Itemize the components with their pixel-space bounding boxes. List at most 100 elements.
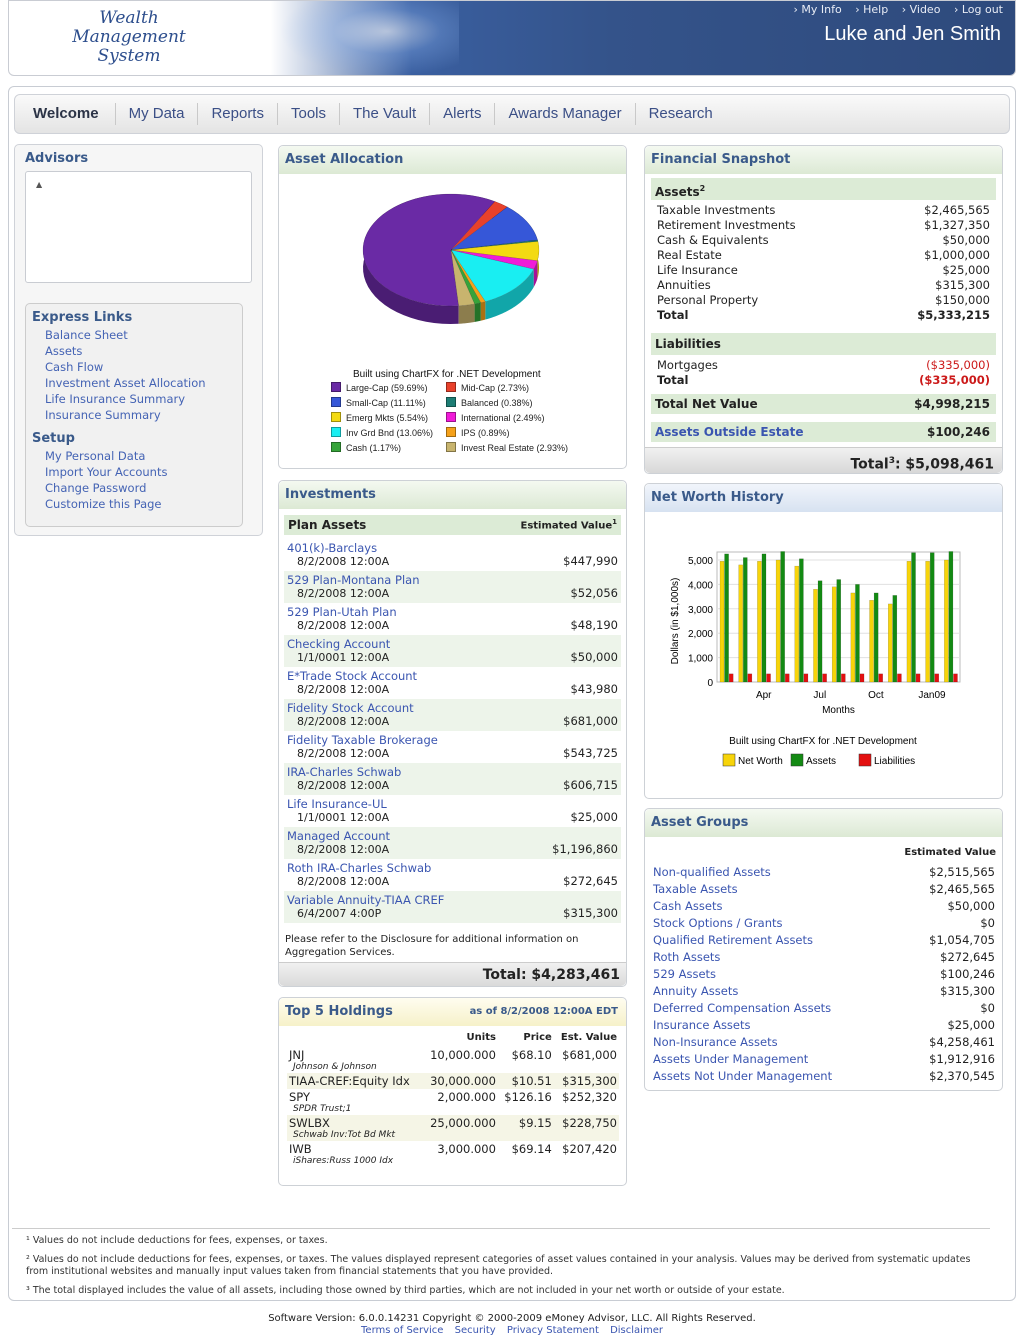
asset-group-link[interactable]: Roth Assets	[653, 950, 721, 964]
bar-net-worth	[794, 565, 800, 683]
express-link[interactable]: Balance Sheet	[45, 328, 128, 342]
asset-group-link[interactable]: Assets Under Management	[653, 1052, 809, 1066]
asset-group-link[interactable]: Cash Assets	[653, 899, 723, 913]
investment-name-link[interactable]: 529 Plan-Montana Plan	[287, 573, 420, 587]
asset-group-link[interactable]: Assets Not Under Management	[653, 1069, 833, 1083]
top-holdings-panel: Top 5 Holdings as of 8/2/2008 12:00A EDT…	[278, 997, 627, 1186]
bar-liabilities	[953, 673, 958, 683]
net-worth-history-title: Net Worth History	[645, 484, 1002, 512]
express-link[interactable]: Life Insurance Summary	[45, 392, 186, 406]
holding-row: SPY SPDR Trust;1 2,000.000 $126.16 $252,320	[287, 1089, 619, 1115]
asset-group-row: Deferred Compensation Assets $0	[653, 1000, 995, 1017]
setup-link[interactable]: Change Password	[45, 481, 147, 495]
tab-reports[interactable]: Reports	[198, 103, 278, 125]
investment-name-link[interactable]: Checking Account	[287, 637, 391, 651]
pie-slice-side	[474, 302, 481, 322]
y-tick-label: 2,000	[688, 629, 713, 640]
my-info-link[interactable]: › My Info	[793, 3, 842, 16]
security-link[interactable]: Security	[454, 1325, 496, 1336]
pie-slice	[450, 201, 508, 251]
snapshot-asset-value: $315,300	[935, 278, 990, 292]
investment-name-link[interactable]: IRA-Charles Schwab	[287, 765, 402, 779]
express-link[interactable]: Assets	[45, 344, 83, 358]
tab-tools[interactable]: Tools	[278, 103, 341, 125]
bar-net-worth	[869, 600, 874, 683]
disclaimer-link[interactable]: Disclaimer	[610, 1325, 663, 1336]
setup-link[interactable]: Customize this Page	[45, 497, 162, 511]
investment-name-link[interactable]: 401(k)-Barclays	[287, 541, 378, 555]
legend-label: Net Worth	[738, 756, 783, 767]
asset-group-link[interactable]: Stock Options / Grants	[653, 916, 783, 930]
scroll-up-icon[interactable]: ▲	[36, 180, 43, 189]
holding-value: $207,420	[562, 1142, 617, 1156]
asset-group-link[interactable]: Qualified Retirement Assets	[653, 933, 814, 947]
asset-group-link[interactable]: Non-qualified Assets	[653, 865, 771, 879]
tab-awards-manager[interactable]: Awards Manager	[495, 103, 636, 125]
snapshot-asset-row: Annuities $315,300	[657, 278, 990, 293]
investment-name-link[interactable]: Managed Account	[287, 829, 391, 843]
setup-link[interactable]: Import Your Accounts	[45, 465, 168, 479]
help-link[interactable]: › Help	[855, 3, 889, 16]
legend-item: Invest Real Estate (2.93%)	[446, 442, 568, 456]
holding-ticker: SPY	[289, 1090, 311, 1104]
logo-line-3: System	[97, 46, 161, 66]
asset-group-row: Non-qualified Assets $2,515,565	[653, 864, 995, 881]
asset-group-link[interactable]: Insurance Assets	[653, 1018, 751, 1032]
express-link[interactable]: Investment Asset Allocation	[45, 376, 206, 390]
snapshot-asset-value: $1,327,350	[924, 218, 990, 232]
holding-price: $10.51	[497, 1073, 554, 1089]
bar-assets	[799, 558, 804, 683]
tab-my-data[interactable]: My Data	[116, 103, 199, 125]
asset-group-link[interactable]: Taxable Assets	[653, 882, 738, 896]
bar-liabilities	[728, 673, 734, 683]
investment-name-link[interactable]: Life Insurance-UL	[287, 797, 387, 811]
setup-link[interactable]: My Personal Data	[45, 449, 146, 463]
snapshot-asset-value: $50,000	[942, 233, 990, 247]
tab-the-vault[interactable]: The Vault	[340, 103, 431, 125]
investment-name-link[interactable]: Roth IRA-Charles Schwab	[287, 861, 432, 875]
holding-price: $126.16	[504, 1090, 552, 1104]
holding-description: SPDR Trust;1	[293, 1104, 352, 1114]
investment-date: 8/2/2008 12:00A	[297, 683, 390, 696]
tab-welcome[interactable]: Welcome	[21, 103, 116, 125]
investment-name-link[interactable]: Variable Annuity-TIAA CREF	[287, 893, 445, 907]
snapshot-asset-row: Personal Property $150,000	[657, 293, 990, 308]
asset-group-value: $0	[980, 916, 995, 930]
assets-outside-estate-link[interactable]: Assets Outside Estate	[655, 425, 804, 439]
bar-assets	[761, 553, 767, 683]
investment-name-link[interactable]: E*Trade Stock Account	[287, 669, 418, 683]
asset-group-link[interactable]: Deferred Compensation Assets	[653, 1001, 832, 1015]
investment-name-link[interactable]: 529 Plan-Utah Plan	[287, 605, 397, 619]
express-link[interactable]: Cash Flow	[45, 360, 104, 374]
legend-swatch	[446, 382, 456, 392]
snapshot-asset-value: $2,465,565	[924, 203, 990, 217]
legend-swatch	[331, 382, 341, 392]
express-link[interactable]: Insurance Summary	[45, 408, 161, 422]
net-worth-history-panel: Net Worth History 0 1,000 2,000 3,000 4,000 5…	[644, 483, 1003, 799]
footer-links: Terms of Service Security Privacy Statem…	[0, 1325, 1024, 1337]
investment-name-link[interactable]: Fidelity Stock Account	[287, 701, 414, 715]
bar-assets	[836, 579, 841, 683]
asset-group-link[interactable]: Non-Insurance Assets	[653, 1035, 778, 1049]
privacy-link[interactable]: Privacy Statement	[506, 1325, 599, 1336]
legend-swatch	[446, 427, 456, 437]
asset-group-row: Cash Assets $50,000	[653, 898, 995, 915]
tab-research[interactable]: Research	[648, 105, 713, 122]
user-name: Luke and Jen Smith	[824, 23, 1001, 45]
asset-group-link[interactable]: Annuity Assets	[653, 984, 739, 998]
as-of-date: as of 8/2/2008 12:00A EDT	[469, 1006, 618, 1017]
legend-swatch	[331, 442, 341, 452]
asset-group-value: $25,000	[947, 1018, 995, 1032]
holding-row: SWLBX Schwab Inv:Tot Bd Mkt 25,000.000 $9.1…	[287, 1115, 619, 1141]
investments-header: Plan Assets Estimated Value1	[284, 515, 621, 535]
estimated-value-header: Estimated Value1	[520, 518, 617, 532]
terms-link[interactable]: Terms of Service	[361, 1325, 444, 1336]
y-tick-label: 4,000	[688, 580, 713, 591]
asset-group-link[interactable]: 529 Assets	[653, 967, 717, 981]
tab-alerts[interactable]: Alerts	[430, 103, 496, 125]
logout-link[interactable]: › Log out	[953, 3, 1003, 16]
logo[interactable]: Wealth Management System	[59, 9, 199, 66]
video-link[interactable]: › Video	[901, 3, 941, 16]
investment-name-link[interactable]: Fidelity Taxable Brokerage	[287, 733, 438, 747]
legend-item: Emerg Mkts (5.54%)	[331, 412, 428, 426]
